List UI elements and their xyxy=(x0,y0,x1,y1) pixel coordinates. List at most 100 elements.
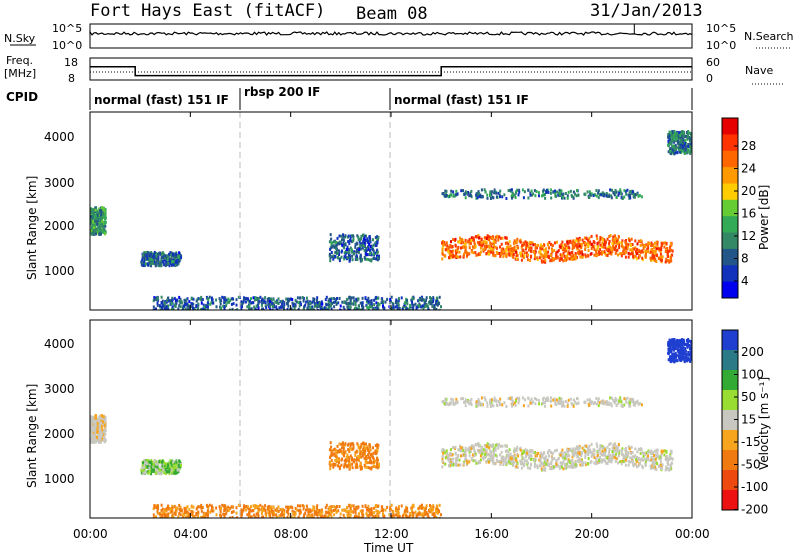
power-cell xyxy=(689,152,692,155)
power-cell xyxy=(584,255,587,259)
power-cell xyxy=(454,244,457,248)
power-cell xyxy=(275,301,278,305)
power-cell xyxy=(141,256,144,260)
velocity-cell xyxy=(664,449,667,453)
velocity-cell xyxy=(346,453,349,457)
velocity-cell xyxy=(496,442,499,446)
velocity-cell xyxy=(225,506,228,510)
power-cell xyxy=(291,301,294,305)
power-cell xyxy=(454,237,457,241)
velocity-cell xyxy=(206,516,209,518)
velocity-cell xyxy=(578,450,581,454)
power-cell xyxy=(480,195,483,199)
power-cell xyxy=(542,188,545,192)
power-cell xyxy=(671,249,674,253)
power-cell xyxy=(584,242,587,245)
velocity-cell xyxy=(335,510,338,514)
power-cell xyxy=(156,303,159,307)
power-cell xyxy=(330,237,333,241)
power-cell xyxy=(175,255,177,258)
power-cell xyxy=(541,254,544,258)
velocity-cell xyxy=(341,451,344,455)
power-cell xyxy=(670,255,673,259)
power-cell xyxy=(319,304,321,308)
velocity-cell xyxy=(536,464,539,468)
velocity-cell xyxy=(565,454,568,458)
power-cell xyxy=(625,241,628,245)
power-cell xyxy=(389,298,392,301)
velocity-cell xyxy=(206,505,209,509)
velocity-cell xyxy=(342,447,345,450)
velocity-cell xyxy=(171,470,174,474)
power-cell xyxy=(445,189,448,193)
power-cell xyxy=(511,191,514,195)
power-cell xyxy=(343,243,346,247)
power-cell xyxy=(633,247,636,251)
power-cell xyxy=(319,307,322,310)
power-cell xyxy=(539,249,542,253)
power-cell xyxy=(160,264,163,268)
power-cell xyxy=(98,211,101,215)
power-cell xyxy=(475,196,478,200)
power-cell xyxy=(148,260,151,264)
power-cell xyxy=(344,234,347,238)
power-cell xyxy=(184,307,187,310)
velocity-cell xyxy=(351,466,354,470)
velocity-cell xyxy=(478,448,481,452)
velocity-cell xyxy=(167,516,170,518)
velocity-cell xyxy=(411,510,414,514)
velocity-cell xyxy=(457,463,460,467)
velocity-cell xyxy=(382,508,385,512)
power-cell xyxy=(349,246,352,250)
power-cell xyxy=(461,246,464,250)
power-cell xyxy=(584,245,587,249)
velocity-cell xyxy=(422,513,425,517)
velocity-cell xyxy=(253,506,256,510)
power-cell xyxy=(538,194,540,198)
power-cell xyxy=(152,255,155,259)
power-cell xyxy=(621,239,624,243)
power-cell xyxy=(605,192,608,196)
velocity-cell xyxy=(651,459,654,463)
power-cell xyxy=(499,254,502,258)
velocity-cell xyxy=(330,511,333,515)
power-cell xyxy=(161,252,163,256)
power-cell xyxy=(667,143,670,147)
velocity-cell xyxy=(363,445,366,449)
power-cell xyxy=(516,257,519,261)
power-cell xyxy=(664,250,667,253)
power-cell xyxy=(348,242,351,246)
velocity-cell xyxy=(167,504,170,508)
power-cell xyxy=(534,243,537,246)
velocity-cell xyxy=(262,515,264,518)
velocity-cell xyxy=(365,512,368,516)
power-cell xyxy=(655,260,658,264)
velocity-cell xyxy=(103,436,105,440)
velocity-cell xyxy=(559,453,562,457)
velocity-cell xyxy=(353,460,355,464)
velocity-cell xyxy=(461,446,464,450)
power-cell xyxy=(572,196,575,200)
velocity-cell xyxy=(363,442,366,446)
power-cell xyxy=(450,193,453,197)
velocity-cell xyxy=(373,465,376,468)
power-cell xyxy=(570,257,573,261)
power-cell xyxy=(514,196,517,199)
velocity-cell xyxy=(188,512,191,516)
power-cell xyxy=(316,305,319,309)
power-cell xyxy=(617,193,620,197)
power-cell xyxy=(491,195,494,199)
velocity-cell xyxy=(577,448,580,452)
power-cell xyxy=(262,308,265,310)
power-cell xyxy=(676,150,679,154)
velocity-cell xyxy=(102,420,104,424)
power-cell xyxy=(346,305,349,309)
power-cell xyxy=(512,253,515,257)
power-cell xyxy=(659,258,662,262)
power-cell xyxy=(357,238,360,242)
power-cell xyxy=(483,236,486,240)
power-cell xyxy=(615,190,618,194)
power-cell xyxy=(476,240,479,244)
velocity-cell xyxy=(350,509,353,513)
velocity-cell xyxy=(418,506,421,510)
